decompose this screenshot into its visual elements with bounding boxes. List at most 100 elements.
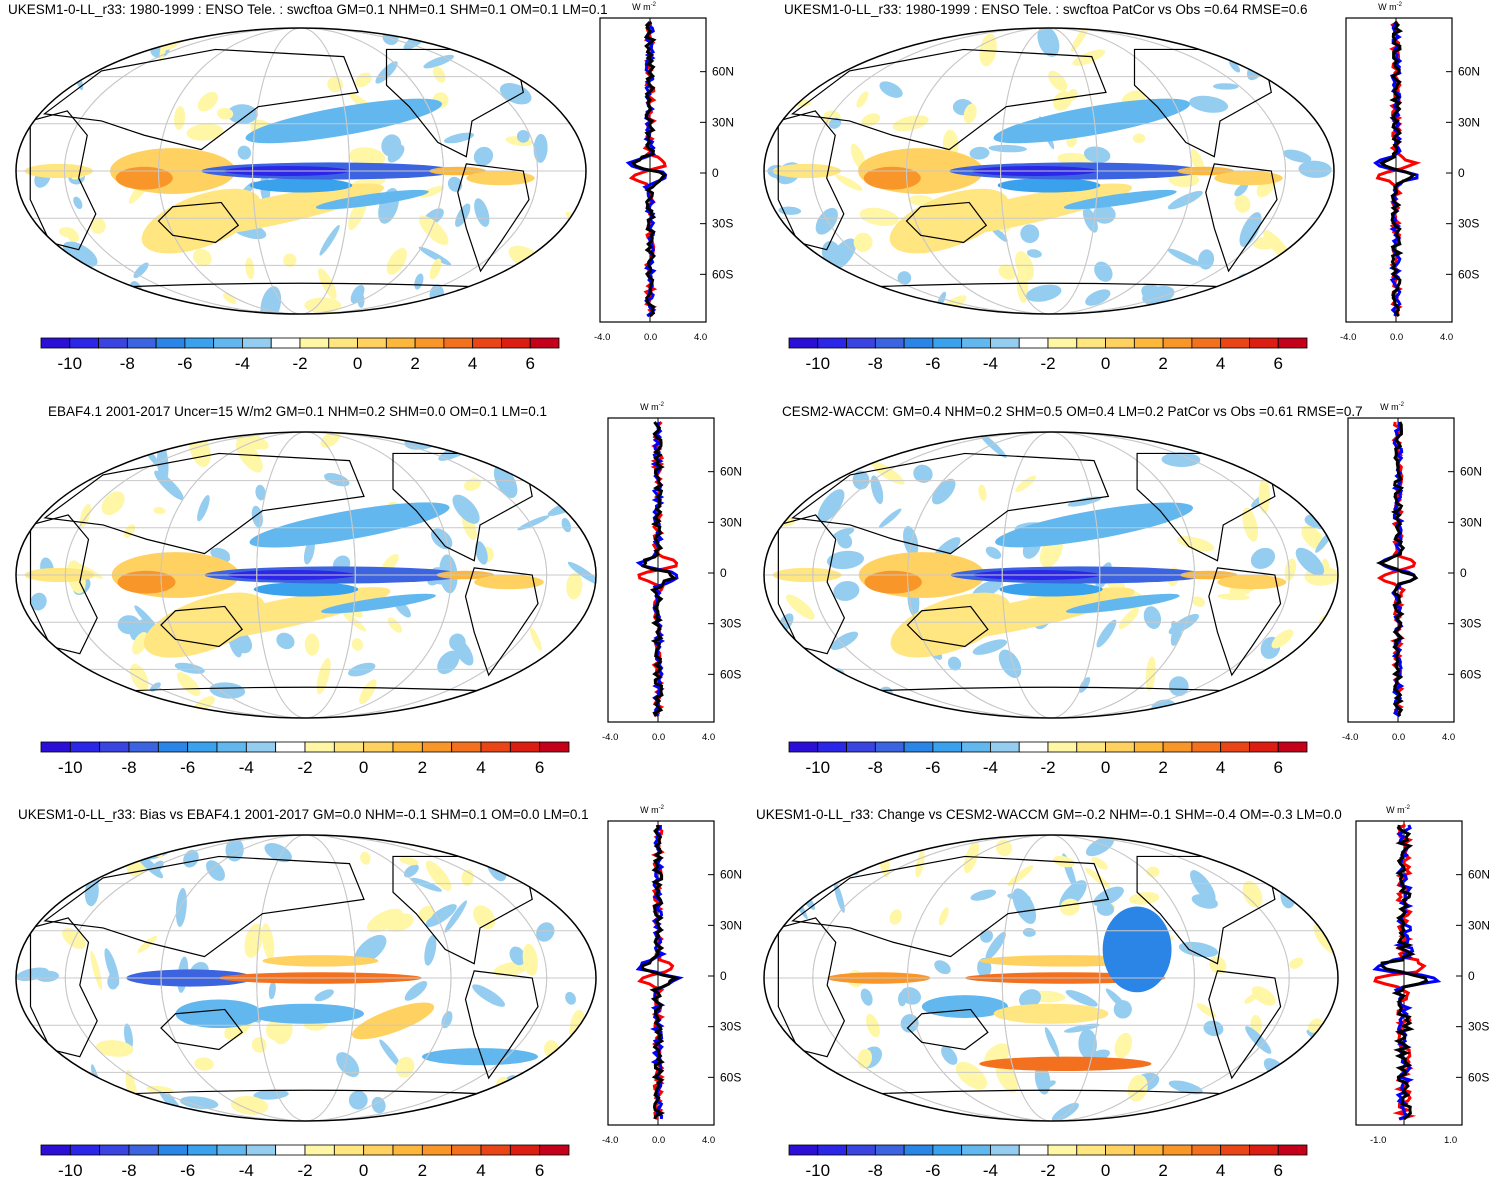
anomaly-patch — [268, 981, 276, 1000]
colorbar-swatch — [1105, 1144, 1135, 1156]
colorbar-swatch — [874, 337, 905, 349]
colorbar-swatch — [932, 1144, 963, 1156]
anomaly-patch — [237, 145, 252, 160]
anomaly-patch — [422, 1048, 538, 1066]
anomaly-patch — [779, 1081, 797, 1117]
colorbar-swatch — [1133, 1144, 1164, 1156]
colorbar-label: -10 — [805, 1161, 830, 1180]
anomaly-patch — [522, 943, 538, 976]
anomaly-patch — [509, 946, 526, 966]
anomaly-patch — [996, 839, 1013, 857]
colorbar-swatch — [480, 741, 511, 753]
anomaly-patch — [499, 83, 532, 105]
lat-tick-label: 60S — [1460, 667, 1481, 681]
colorbar: -10-8-6-4-20246810 — [788, 741, 1308, 777]
colorbar-swatch — [363, 1144, 394, 1156]
anomaly-patch — [1015, 475, 1037, 493]
x-tick-label: 0.0 — [644, 332, 657, 343]
lat-tick-label: 60S — [1468, 1070, 1489, 1084]
anomaly-patch — [1239, 212, 1262, 247]
colorbar-label: -10 — [805, 758, 830, 777]
colorbar-swatch — [1249, 741, 1279, 753]
anomaly-patch — [978, 484, 987, 501]
anomaly-patch — [319, 224, 340, 256]
anomaly-patch — [474, 198, 490, 227]
panel-title: UKESM1-0-LL_r33: 1980-1999 : ENSO Tele. … — [8, 2, 608, 17]
anomaly-patch — [1093, 886, 1124, 907]
anomaly-patch — [95, 1040, 134, 1057]
anomaly-patch — [25, 851, 42, 866]
anomaly-patch — [908, 183, 1133, 239]
anomaly-patch — [764, 443, 777, 468]
anomaly-patch — [1007, 865, 1034, 887]
colorbar-swatch — [385, 337, 416, 349]
map-plot — [15, 431, 597, 719]
colorbar-swatch — [529, 337, 560, 349]
anomaly-patch — [197, 495, 210, 522]
x-tick-label: 4.0 — [702, 732, 715, 743]
colorbar-swatch — [414, 337, 445, 349]
anomaly-patch — [1114, 1032, 1133, 1059]
anomaly-patch — [853, 232, 873, 252]
lat-tick-label: 60N — [712, 65, 734, 79]
lat-tick-label: 30N — [720, 918, 742, 932]
anomaly-patch — [863, 166, 921, 190]
anomaly-patch — [304, 633, 320, 656]
colorbar-swatch — [187, 741, 218, 753]
colorbar-swatch — [1249, 1144, 1279, 1156]
zonal-unit: W m-2 — [640, 402, 664, 412]
colorbar-label: 6 — [525, 354, 534, 373]
anomaly-patch — [1296, 1071, 1328, 1086]
anomaly-patch — [808, 459, 820, 494]
map-outline — [763, 27, 1335, 315]
anomaly-patch — [245, 257, 255, 280]
anomaly-patch — [1289, 957, 1304, 969]
anomaly-patch — [67, 53, 101, 66]
anomaly-patch — [1234, 194, 1251, 213]
anomaly-patch — [255, 484, 266, 501]
colorbar-label: 6 — [1273, 758, 1282, 777]
colorbar-label: 0 — [359, 1161, 368, 1180]
colorbar-swatch — [990, 1144, 1020, 1156]
x-tick-label: 0.0 — [1392, 732, 1405, 743]
colorbar-label: -4 — [983, 758, 998, 777]
anomaly-patch — [1244, 993, 1259, 1004]
anomaly-patch — [1190, 870, 1216, 903]
anomaly-patch — [985, 546, 1002, 560]
anomaly-patch — [1242, 881, 1263, 908]
lat-tick-label: 30N — [720, 515, 742, 529]
anomaly-patch — [1302, 256, 1331, 277]
colorbar-label: 0 — [1101, 1161, 1110, 1180]
anomaly-patch — [176, 672, 201, 697]
anomaly-patch — [864, 570, 922, 594]
anomaly-patch — [117, 615, 141, 635]
anomaly-patch — [879, 81, 903, 98]
zonal-mean-plot: W m-2 60N 30N 0 30S 60S -4.0 0.0 4.0 — [602, 402, 742, 743]
x-tick-label: -1.0 — [1370, 1135, 1386, 1146]
anomaly-patch — [985, 931, 1006, 960]
colorbar-label: -10 — [58, 758, 83, 777]
anomaly-patch — [998, 264, 1017, 280]
zonal-profile-line — [640, 824, 681, 1120]
anomaly-patch — [283, 253, 297, 267]
colorbar-swatch — [333, 741, 365, 753]
anomaly-patch — [778, 671, 798, 691]
colorbar: -10-8-6-4-20246810 — [40, 1144, 570, 1180]
anomaly-patch — [131, 835, 163, 858]
colorbar: -10-8-6-4-20246810 — [788, 1144, 1308, 1180]
anomaly-patch — [775, 29, 788, 45]
anomaly-patch — [360, 851, 371, 865]
anomaly-patch — [463, 478, 481, 491]
anomaly-patch — [386, 248, 407, 275]
anomaly-patch — [429, 258, 442, 280]
anomaly-patch — [1214, 171, 1283, 186]
anomaly-patch — [1217, 575, 1287, 590]
anomaly-patch — [62, 928, 86, 949]
anomaly-patch — [499, 35, 519, 59]
colorbar-label: -8 — [868, 1161, 883, 1180]
anomaly-patch — [174, 662, 205, 674]
anomaly-patch — [321, 593, 436, 614]
colorbar-swatch — [903, 741, 934, 753]
lat-tick-label: 60S — [1458, 267, 1479, 281]
colorbar-swatch — [98, 337, 128, 349]
